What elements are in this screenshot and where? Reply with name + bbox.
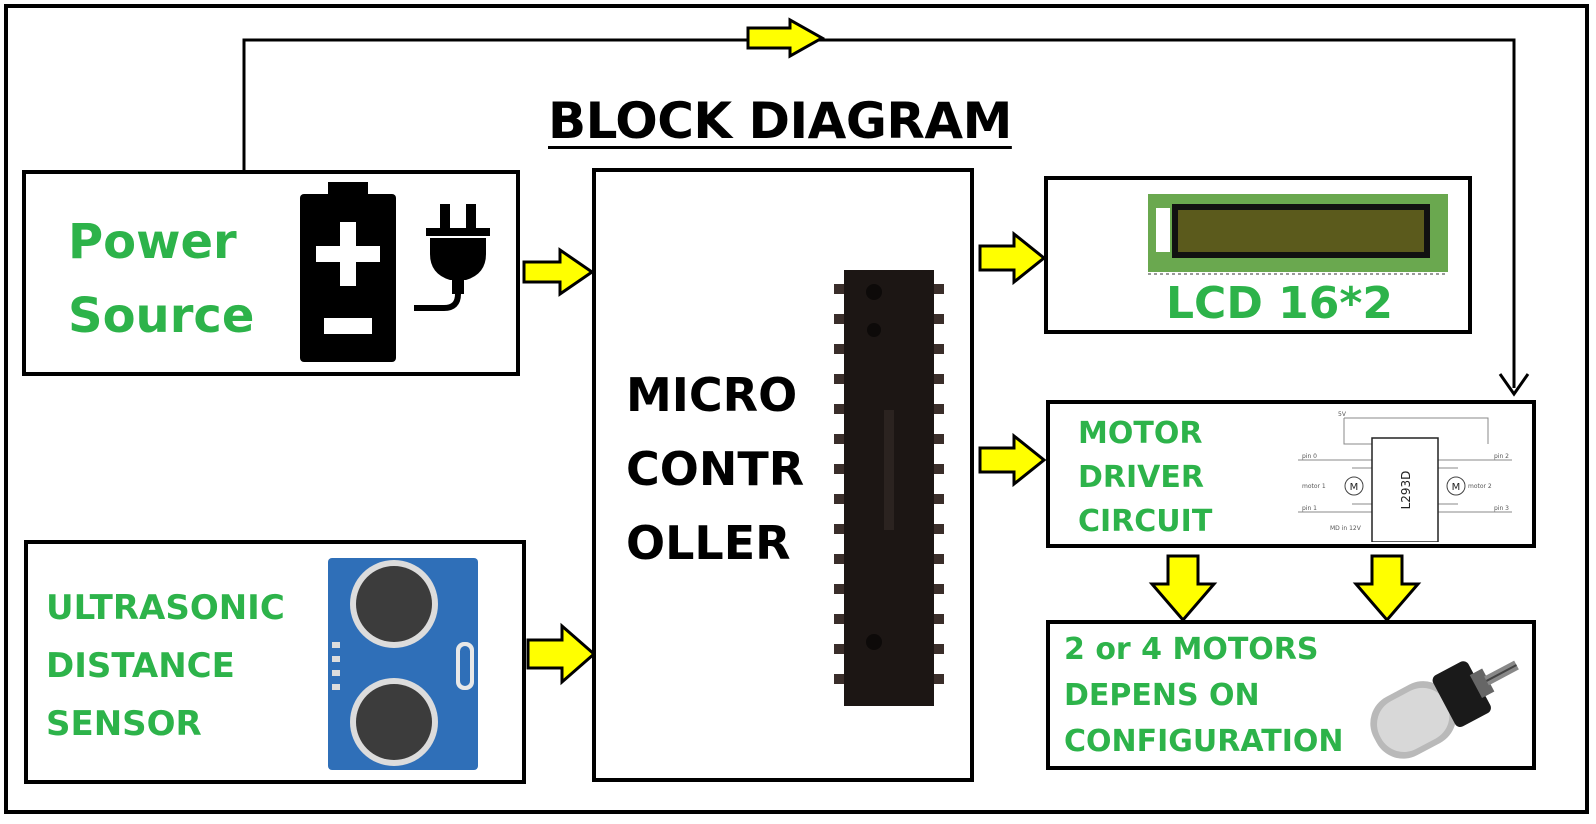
svg-text:L293D: L293D	[1399, 471, 1413, 510]
diagram-title: BLOCK DIAGRAM	[548, 92, 1012, 150]
svg-text:pin 0: pin 0	[1302, 453, 1317, 460]
motors-label-line3: CONFIGURATION	[1064, 724, 1344, 759]
ic-chip-icon	[834, 270, 944, 706]
lcd-module-icon	[1148, 194, 1448, 275]
motors-label-line1: 2 or 4 MOTORS	[1064, 632, 1319, 667]
arrow-sensor-to-mcu	[526, 622, 597, 686]
motors-block: 2 or 4 MOTORS DEPENS ON CONFIGURATION	[1046, 620, 1536, 770]
svg-text:M: M	[1452, 482, 1461, 493]
svg-text:M: M	[1350, 482, 1359, 493]
power-source-label-line1: Power	[68, 214, 237, 270]
motor-driver-label-line3: CIRCUIT	[1078, 504, 1213, 539]
ultrasonic-sensor-block: ULTRASONIC DISTANCE SENSOR	[24, 540, 526, 784]
ultrasonic-label-line2: DISTANCE	[46, 646, 235, 686]
power-wire	[242, 38, 1516, 388]
lcd-label: LCD 16*2	[1166, 278, 1394, 329]
microcontroller-block: MICRO CONTR OLLER	[592, 168, 974, 782]
microcontroller-label-line3: OLLER	[626, 516, 791, 570]
svg-text:motor 2: motor 2	[1468, 483, 1492, 490]
microcontroller-label-line2: CONTR	[626, 442, 805, 496]
svg-text:5V: 5V	[1338, 411, 1347, 418]
motor-driver-block: MOTOR DRIVER CIRCUIT L293D M M 5V pin 0 …	[1046, 400, 1536, 548]
arrow-mcu-to-driver	[978, 432, 1047, 488]
ultrasonic-label-line3: SENSOR	[46, 704, 202, 744]
arrow-power-to-mcu	[522, 247, 595, 297]
battery-icon	[300, 182, 396, 362]
svg-text:motor 1: motor 1	[1302, 483, 1326, 490]
motor-driver-schematic-icon: L293D M M 5V pin 0 motor 1 pin 1 MD in 1…	[1298, 411, 1512, 542]
power-source-label-line2: Source	[68, 288, 255, 344]
microcontroller-label-line1: MICRO	[626, 368, 798, 422]
power-wire-arrowhead	[1498, 373, 1530, 397]
arrow-driver-to-motors-left	[1148, 554, 1218, 623]
plug-icon	[414, 204, 490, 311]
diagram-frame	[4, 4, 1589, 814]
svg-text:MD in 12V: MD in 12V	[1330, 525, 1362, 532]
motor-driver-label-line2: DRIVER	[1078, 460, 1204, 495]
svg-text:pin 2: pin 2	[1494, 453, 1509, 460]
svg-text:pin 1: pin 1	[1302, 505, 1317, 512]
dc-motor-icon	[1370, 660, 1519, 759]
arrow-mcu-to-lcd	[978, 230, 1047, 286]
motors-label-line2: DEPENS ON	[1064, 678, 1260, 713]
ultrasonic-sensor-icon	[328, 558, 478, 770]
svg-text:pin 3: pin 3	[1494, 505, 1509, 512]
arrow-driver-to-motors-right	[1352, 554, 1422, 623]
motor-driver-label-line1: MOTOR	[1078, 416, 1203, 451]
lcd-block: LCD 16*2	[1044, 176, 1472, 334]
power-source-block: Power Source	[22, 170, 520, 376]
ultrasonic-label-line1: ULTRASONIC	[46, 588, 285, 628]
arrow-top-wire	[746, 17, 826, 59]
